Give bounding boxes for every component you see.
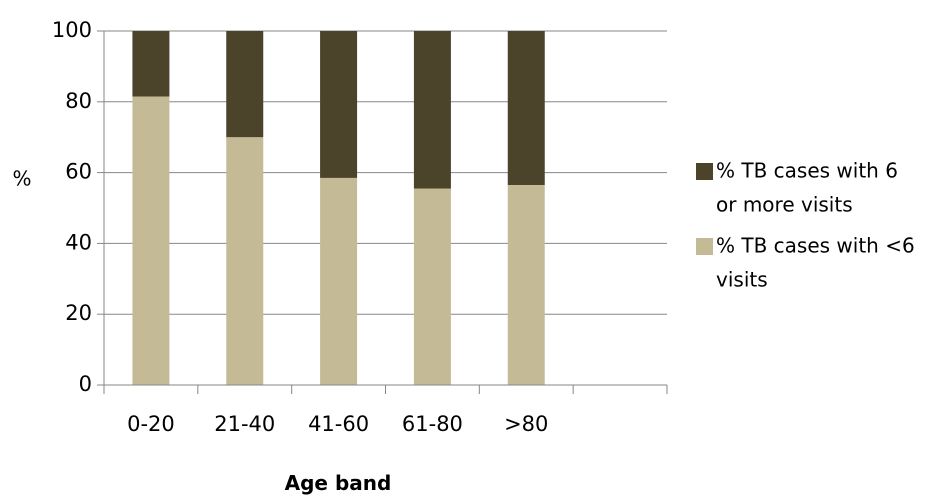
y-tick-label: 40 bbox=[65, 230, 92, 254]
y-tick-label: 80 bbox=[65, 89, 92, 113]
x-axis-label: Age band bbox=[285, 471, 392, 495]
bar-segment-6-plus-visits bbox=[413, 31, 451, 189]
legend-swatch bbox=[696, 163, 713, 180]
bar-segment-under-6-visits bbox=[320, 177, 358, 385]
bar-segment-under-6-visits bbox=[132, 96, 170, 386]
legend-label: visits bbox=[716, 268, 768, 292]
x-tick-label: 21-40 bbox=[214, 412, 275, 436]
bar-segment-6-plus-visits bbox=[132, 31, 170, 97]
x-tick-label: >80 bbox=[504, 412, 548, 436]
legend-label: or more visits bbox=[716, 193, 853, 217]
x-tick-labels: 0-20 21-40 41-60 61-80 >80 bbox=[127, 412, 548, 436]
axes bbox=[103, 31, 668, 394]
legend: % TB cases with 6 or more visits % TB case… bbox=[696, 159, 915, 292]
x-tick-label: 61-80 bbox=[402, 412, 463, 436]
bar-segment-6-plus-visits bbox=[507, 31, 545, 185]
bar-segment-under-6-visits bbox=[413, 188, 451, 385]
bar-segment-6-plus-visits bbox=[226, 31, 264, 138]
y-tick-label: 20 bbox=[65, 301, 92, 325]
y-tick-labels: 0 20 40 60 80 100 bbox=[52, 18, 92, 396]
x-tick-label: 0-20 bbox=[127, 412, 175, 436]
y-tick-label: 60 bbox=[65, 160, 92, 184]
bar-segment-under-6-visits bbox=[226, 137, 264, 385]
legend-swatch bbox=[696, 238, 713, 255]
bar-segment-6-plus-visits bbox=[320, 31, 358, 178]
legend-label: % TB cases with <6 bbox=[716, 234, 915, 258]
bar-segment-under-6-visits bbox=[507, 184, 545, 385]
y-tick-label: 0 bbox=[79, 372, 92, 396]
legend-label: % TB cases with 6 bbox=[716, 159, 898, 183]
y-tick-label: 100 bbox=[52, 18, 92, 42]
y-axis-label: % bbox=[12, 167, 31, 191]
x-tick-label: 41-60 bbox=[308, 412, 369, 436]
gridlines bbox=[97, 30, 667, 386]
bars bbox=[132, 31, 545, 386]
